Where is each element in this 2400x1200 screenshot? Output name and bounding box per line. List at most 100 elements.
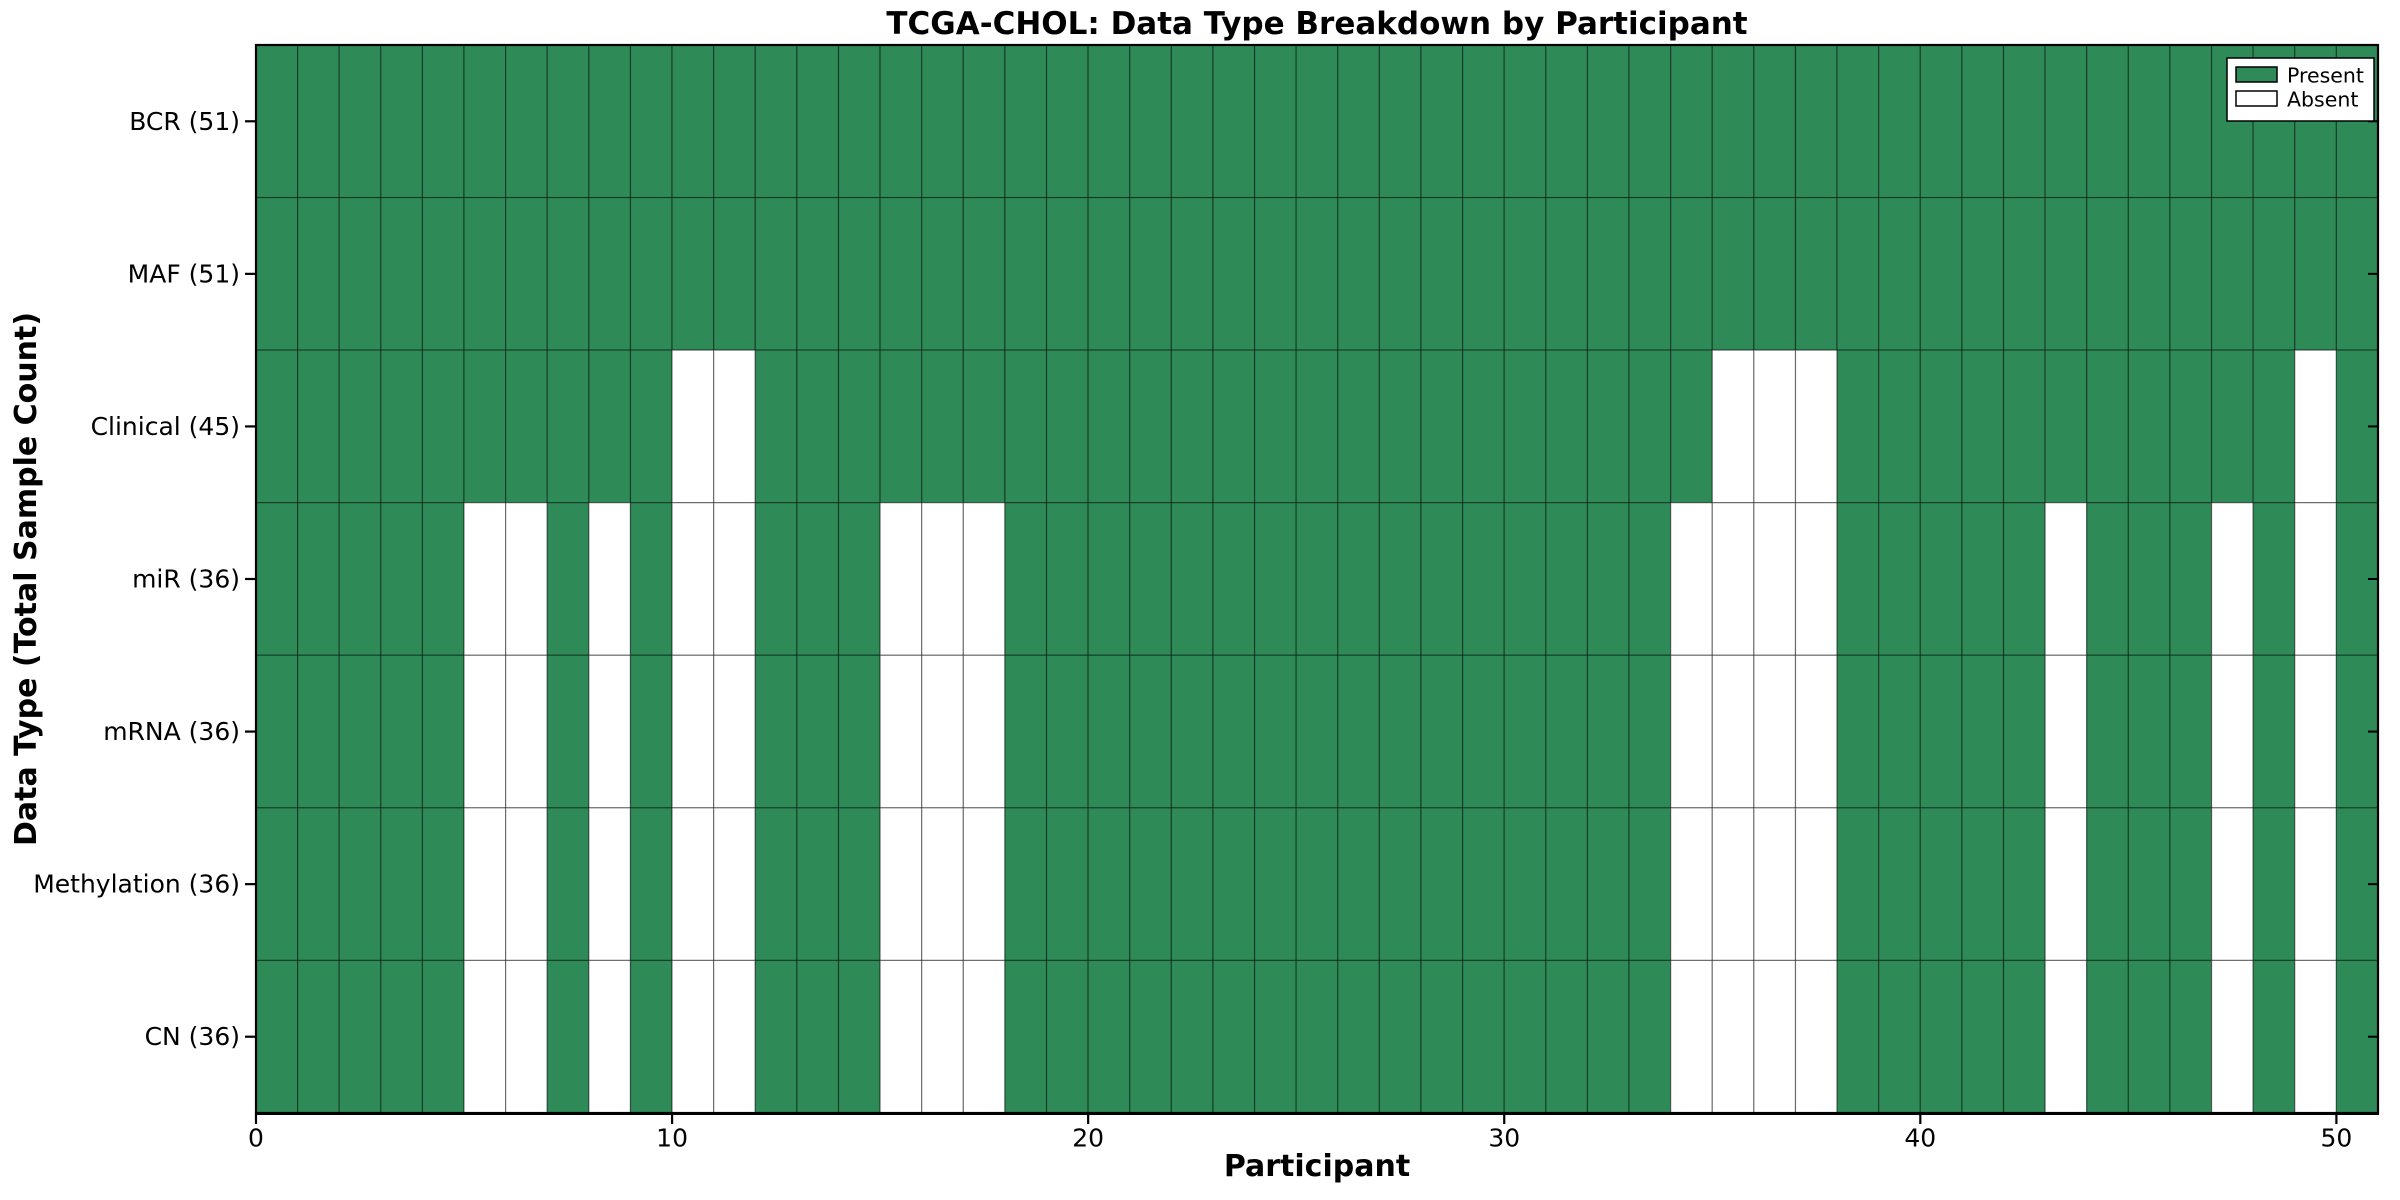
heatmap-cell bbox=[962, 44, 1006, 199]
heatmap-cell bbox=[1878, 349, 1921, 504]
heatmap-cell bbox=[1836, 807, 1880, 962]
heatmap-cell bbox=[1337, 44, 1381, 199]
heatmap-cell bbox=[671, 502, 715, 656]
heatmap-cell bbox=[837, 807, 881, 962]
heatmap-cell bbox=[463, 502, 507, 656]
heatmap-cell bbox=[754, 959, 798, 1114]
heatmap-cell bbox=[754, 349, 798, 504]
heatmap-cell bbox=[421, 349, 465, 504]
heatmap-cell bbox=[255, 349, 299, 504]
heatmap-cell bbox=[2252, 349, 2296, 504]
heatmap-cell bbox=[2169, 959, 2213, 1114]
heatmap-cell bbox=[2002, 959, 2046, 1114]
heatmap-cell bbox=[1212, 196, 1256, 351]
heatmap-cell bbox=[1170, 502, 1214, 656]
heatmap-cell bbox=[1545, 654, 1589, 809]
heatmap-cell bbox=[1004, 44, 1048, 199]
heatmap-cell bbox=[1129, 349, 1172, 504]
heatmap-cell bbox=[338, 44, 382, 199]
heatmap-cell bbox=[1794, 807, 1838, 962]
heatmap-cell bbox=[1628, 959, 1672, 1114]
heatmap-cell bbox=[1628, 196, 1672, 351]
heatmap-cell bbox=[421, 807, 465, 962]
heatmap-cell bbox=[1087, 959, 1131, 1114]
heatmap-cell bbox=[921, 196, 964, 351]
heatmap-cell bbox=[837, 196, 881, 351]
heatmap-cell bbox=[588, 44, 632, 199]
heatmap-cell bbox=[463, 654, 507, 809]
y-tick-label: miR (36) bbox=[132, 565, 240, 594]
heatmap-cell bbox=[1794, 654, 1838, 809]
heatmap-cell bbox=[1919, 44, 1963, 199]
heatmap-cell bbox=[796, 44, 840, 199]
heatmap-cell bbox=[2169, 44, 2213, 199]
heatmap-cell bbox=[1753, 654, 1797, 809]
heatmap-cell bbox=[754, 502, 798, 656]
heatmap-cell bbox=[962, 502, 1006, 656]
heatmap-cell bbox=[297, 502, 340, 656]
heatmap-cell bbox=[1753, 959, 1797, 1114]
heatmap-cell bbox=[1212, 654, 1256, 809]
heatmap-cell bbox=[1462, 654, 1505, 809]
y-axis-label: Data Type (Total Sample Count) bbox=[9, 312, 44, 846]
heatmap-cell bbox=[1462, 502, 1505, 656]
heatmap-cell bbox=[1129, 654, 1172, 809]
y-tick-label: mRNA (36) bbox=[103, 717, 240, 746]
heatmap-cell bbox=[1878, 44, 1921, 199]
heatmap-cell bbox=[1753, 349, 1797, 504]
heatmap-cell bbox=[546, 44, 590, 199]
heatmap-cell bbox=[1794, 349, 1838, 504]
x-tick-label: 40 bbox=[1904, 1123, 1936, 1152]
heatmap-cell bbox=[2086, 349, 2129, 504]
heatmap-cell bbox=[546, 196, 590, 351]
heatmap-cell bbox=[1836, 44, 1880, 199]
heatmap-cell bbox=[1753, 502, 1797, 656]
heatmap-cell bbox=[1045, 502, 1089, 656]
heatmap-cell bbox=[463, 959, 507, 1114]
heatmap-cell bbox=[1045, 349, 1089, 504]
heatmap-cell bbox=[338, 349, 382, 504]
heatmap-cell bbox=[1087, 349, 1131, 504]
heatmap-cell bbox=[1462, 349, 1505, 504]
heatmap-cell bbox=[421, 959, 465, 1114]
heatmap-cell bbox=[255, 654, 299, 809]
heatmap-cell bbox=[2002, 807, 2046, 962]
heatmap-cell bbox=[338, 196, 382, 351]
heatmap-cell bbox=[1004, 807, 1048, 962]
heatmap-cell bbox=[1004, 502, 1048, 656]
heatmap-cell bbox=[2252, 959, 2296, 1114]
heatmap-cell bbox=[380, 807, 424, 962]
heatmap-cell bbox=[1961, 807, 2005, 962]
heatmap-cell bbox=[463, 807, 507, 962]
x-axis-label: Participant bbox=[1224, 1149, 1410, 1184]
chart-title: TCGA-CHOL: Data Type Breakdown by Partic… bbox=[886, 6, 1747, 42]
heatmap-cell bbox=[2044, 44, 2088, 199]
heatmap-cell bbox=[1045, 959, 1089, 1114]
heatmap-cell bbox=[1129, 959, 1172, 1114]
heatmap-cell bbox=[1711, 349, 1755, 504]
heatmap-cell bbox=[1420, 807, 1464, 962]
heatmap-cell bbox=[2169, 807, 2213, 962]
x-tick-label: 20 bbox=[1072, 1123, 1104, 1152]
heatmap-cell bbox=[1503, 807, 1547, 962]
heatmap-cell bbox=[1170, 44, 1214, 199]
heatmap-cell bbox=[2127, 196, 2171, 351]
heatmap-cell bbox=[1961, 654, 2005, 809]
heatmap-cell bbox=[588, 502, 632, 656]
heatmap-cell bbox=[1794, 502, 1838, 656]
heatmap-cell bbox=[2210, 349, 2254, 504]
heatmap-cell bbox=[796, 196, 840, 351]
heatmap-cell bbox=[1586, 654, 1630, 809]
heatmap-cell bbox=[1836, 654, 1880, 809]
heatmap-cell bbox=[879, 502, 923, 656]
heatmap-cell bbox=[2127, 807, 2171, 962]
heatmap-cell bbox=[1878, 502, 1921, 656]
heatmap-cell bbox=[754, 807, 798, 962]
heatmap-cell bbox=[2294, 502, 2337, 656]
heatmap-cell bbox=[921, 44, 964, 199]
heatmap-cell bbox=[1919, 807, 1963, 962]
heatmap-cell bbox=[837, 654, 881, 809]
heatmap-cell bbox=[1794, 196, 1838, 351]
heatmap-cell bbox=[255, 959, 299, 1114]
heatmap-cell bbox=[1670, 654, 1713, 809]
